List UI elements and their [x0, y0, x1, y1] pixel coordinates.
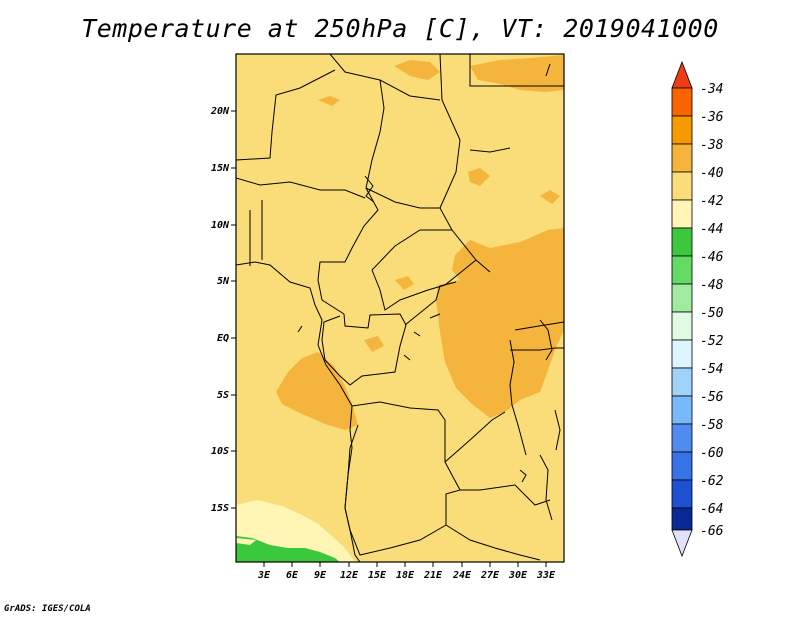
map-frame — [235, 53, 565, 563]
colorbar-label: -42 — [700, 194, 724, 209]
lon-label: 9E — [314, 570, 327, 581]
colorbar-label: -44 — [700, 222, 723, 237]
colorbar-label: -46 — [700, 250, 724, 265]
coastline — [236, 261, 361, 562]
colorbar-label: -56 — [700, 390, 724, 405]
country-borders — [236, 54, 564, 561]
colorbar-label: -38 — [700, 138, 724, 153]
colorbar-segment — [671, 479, 693, 509]
footer-credit: GrADS: IGES/COLA — [4, 604, 91, 614]
colorbar-label: -50 — [700, 306, 724, 321]
colorbar-segment — [671, 311, 693, 341]
cold-area-gap — [236, 538, 256, 545]
chart-title: Temperature at 250hPa [C], VT: 201904100… — [81, 14, 719, 43]
colorbar-segment — [671, 367, 693, 397]
lon-label: 6E — [286, 570, 299, 581]
warm-spot-1 — [318, 96, 340, 106]
lon-label: 33E — [536, 570, 556, 581]
colorbar-segment — [671, 283, 693, 313]
cold-area-south — [236, 536, 340, 562]
lon-label: 27E — [480, 570, 500, 581]
lat-axis: 20N 15N 10N 5N EQ 5S 10S 15S — [210, 106, 236, 514]
colorbar-label: -54 — [700, 362, 723, 377]
lakes — [297, 313, 561, 483]
colorbar: -34 -36 -38 -40 -42 -44 -46 -48 -50 -52 … — [671, 60, 724, 558]
lon-label: 24E — [452, 570, 472, 581]
colorbar-segment — [671, 507, 693, 531]
lon-label: 30E — [508, 570, 528, 581]
lat-label: 15N — [211, 163, 230, 174]
colorbar-label: -48 — [700, 278, 724, 293]
colorbar-segment — [671, 339, 693, 369]
colorbar-segments — [671, 87, 693, 531]
warm-spot-3 — [540, 190, 560, 204]
colorbar-top-arrow — [671, 60, 693, 89]
lon-label: 18E — [396, 570, 415, 581]
lat-label: 5S — [217, 390, 229, 401]
warm-area-east-band — [452, 228, 564, 280]
lat-label: 5N — [217, 276, 230, 287]
colorbar-segment — [671, 87, 693, 117]
lon-label: 12E — [340, 570, 359, 581]
colorbar-segment — [671, 227, 693, 257]
colorbar-segment — [671, 199, 693, 229]
warm-area-atlantic — [276, 352, 358, 430]
lat-label: EQ — [217, 333, 229, 344]
warm-spot-2 — [468, 168, 490, 186]
colorbar-label: -64 — [700, 502, 723, 517]
lon-label: 3E — [257, 570, 271, 581]
lat-label: 15S — [211, 503, 229, 514]
warm-area-northeast — [470, 55, 564, 92]
colorbar-label: -40 — [700, 166, 724, 181]
colorbar-label: -34 — [700, 82, 723, 97]
warm-areas — [276, 55, 564, 430]
colorbar-label: -62 — [700, 474, 724, 489]
colorbar-segment — [671, 171, 693, 201]
colorbar-segment — [671, 395, 693, 425]
colorbar-labels: -34 -36 -38 -40 -42 -44 -46 -48 -50 -52 … — [700, 82, 724, 539]
colorbar-label: -60 — [700, 446, 724, 461]
warm-spot-5 — [364, 336, 384, 352]
lon-label: 21E — [423, 570, 443, 581]
lon-label: 15E — [368, 570, 387, 581]
colorbar-segment — [671, 255, 693, 285]
colorbar-segment — [671, 423, 693, 453]
colorbar-label: -58 — [700, 418, 724, 433]
colorbar-label: -52 — [700, 334, 724, 349]
warm-area-north — [394, 60, 440, 80]
colorbar-label: -66 — [700, 524, 724, 539]
colorbar-segment — [671, 451, 693, 481]
colorbar-segment — [671, 143, 693, 173]
warm-area-central-east — [436, 258, 564, 418]
colorbar-segment — [671, 115, 693, 145]
lat-label: 10N — [211, 220, 230, 231]
lon-axis: 3E 6E 9E 12E 15E 18E 21E 24E 27E 30E 33E — [257, 562, 556, 581]
lat-label: 20N — [210, 106, 230, 117]
warm-spot-4 — [395, 276, 414, 290]
colorbar-bottom-arrow — [671, 529, 693, 558]
colorbar-label: -36 — [700, 110, 724, 125]
map-panel — [236, 54, 564, 562]
lat-label: 10S — [211, 446, 229, 457]
